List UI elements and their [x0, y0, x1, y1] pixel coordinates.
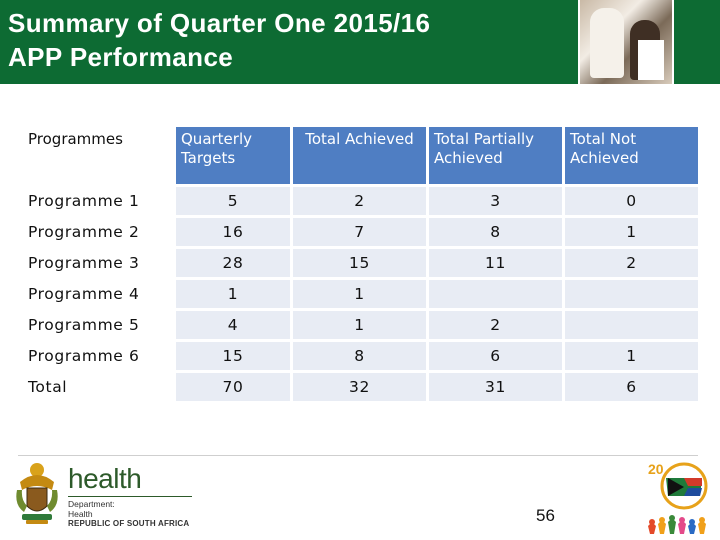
header-quarterly-targets: Quarterly Targets: [176, 127, 290, 184]
slide-title: Summary of Quarter One 2015/16 APP Perfo…: [8, 6, 430, 74]
logo-wordmark: health: [68, 463, 142, 494]
cell-total-not-achieved: 6: [565, 373, 698, 401]
cell-total-partially-achieved: 3: [429, 187, 562, 215]
cell-total-partially-achieved: [429, 280, 562, 308]
cell-quarterly-targets: 4: [176, 311, 290, 339]
cell-total-not-achieved: 0: [565, 187, 698, 215]
table-row: Programme 4 1 1: [23, 280, 698, 308]
footer-divider: [18, 455, 698, 456]
row-label: Programme 4: [23, 280, 173, 308]
slide-title-line-2: APP Performance: [8, 42, 234, 72]
page-number: 56: [536, 506, 555, 525]
coat-of-arms-icon: [16, 463, 58, 524]
twenty-years-freedom-badge-icon: 20: [648, 461, 708, 534]
cell-total-achieved: 8: [293, 342, 426, 370]
health-department-logo: health Department: Health REPUBLIC OF SO…: [68, 464, 194, 529]
header-total-achieved: Total Achieved: [293, 127, 426, 184]
cell-quarterly-targets: 5: [176, 187, 290, 215]
table-row-total: Total 70 32 31 6: [23, 373, 698, 401]
row-label: Programme 2: [23, 218, 173, 246]
cell-quarterly-targets: 28: [176, 249, 290, 277]
cell-total-partially-achieved: 11: [429, 249, 562, 277]
cell-total-partially-achieved: 8: [429, 218, 562, 246]
cell-total-not-achieved: 2: [565, 249, 698, 277]
cell-total-achieved: 7: [293, 218, 426, 246]
slide-title-line-1: Summary of Quarter One 2015/16: [8, 8, 431, 38]
header-total-not-achieved: Total Not Achieved: [565, 127, 698, 184]
cell-quarterly-targets: 70: [176, 373, 290, 401]
table-row: Programme 2 16 7 8 1: [23, 218, 698, 246]
header-total-partially-achieved: Total Partially Achieved: [429, 127, 562, 184]
logo-line-health: Health: [68, 508, 93, 519]
table-row: Programme 1 5 2 3 0: [23, 187, 698, 215]
logo-line-country: REPUBLIC OF SOUTH AFRICA: [68, 519, 190, 528]
cell-total-not-achieved: [565, 311, 698, 339]
table-row: Programme 3 28 15 11 2: [23, 249, 698, 277]
cell-total-not-achieved: 1: [565, 218, 698, 246]
title-bar: Summary of Quarter One 2015/16 APP Perfo…: [0, 0, 720, 84]
row-label: Programme 3: [23, 249, 173, 277]
cell-total-partially-achieved: 6: [429, 342, 562, 370]
cell-total-partially-achieved: 31: [429, 373, 562, 401]
cell-total-achieved: 1: [293, 311, 426, 339]
row-label: Programme 6: [23, 342, 173, 370]
cell-total-not-achieved: 1: [565, 342, 698, 370]
performance-table: Programmes Quarterly Targets Total Achie…: [20, 124, 701, 404]
cell-total-achieved: 1: [293, 280, 426, 308]
row-label: Programme 5: [23, 311, 173, 339]
table-row: Programme 6 15 8 6 1: [23, 342, 698, 370]
cell-total-achieved: 15: [293, 249, 426, 277]
row-label: Total: [23, 373, 173, 401]
svg-text:20: 20: [648, 461, 664, 477]
cell-total-partially-achieved: 2: [429, 311, 562, 339]
header-programmes: Programmes: [23, 127, 173, 184]
cell-total-not-achieved: [565, 280, 698, 308]
cell-quarterly-targets: 16: [176, 218, 290, 246]
cell-total-achieved: 2: [293, 187, 426, 215]
table-row: Programme 5 4 1 2: [23, 311, 698, 339]
cell-quarterly-targets: 15: [176, 342, 290, 370]
cell-quarterly-targets: 1: [176, 280, 290, 308]
table-header-row: Programmes Quarterly Targets Total Achie…: [23, 127, 698, 184]
cell-total-achieved: 32: [293, 373, 426, 401]
header-photo: [578, 0, 674, 84]
row-label: Programme 1: [23, 187, 173, 215]
logo-line-department: Department:: [68, 499, 115, 509]
